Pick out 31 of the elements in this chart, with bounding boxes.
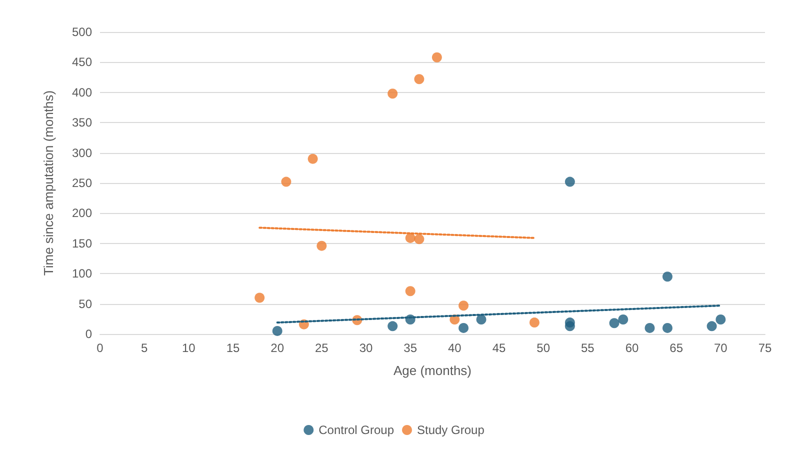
y-tick-label: 400 (72, 85, 92, 100)
y-tick-label: 200 (72, 206, 92, 220)
x-tick-label: 65 (670, 341, 684, 355)
x-tick-label: 60 (625, 341, 639, 355)
x-tick-label: 35 (404, 341, 418, 355)
x-tick-label: 45 (492, 341, 506, 355)
y-tick-label: 350 (72, 116, 92, 130)
x-axis-title: Age (months) (393, 363, 472, 378)
y-tick-label: 500 (72, 25, 92, 39)
y-tick-label: 150 (72, 236, 92, 250)
x-tick-label: 10 (182, 341, 196, 355)
legend-label: Study Group (417, 423, 485, 437)
y-tick-label: 450 (72, 55, 92, 70)
y-tick-label: 100 (72, 266, 92, 281)
y-tick-label: 0 (85, 327, 92, 341)
x-tick-label: 20 (270, 341, 284, 355)
x-tick-label: 75 (758, 341, 772, 355)
y-tick-label: 250 (72, 176, 92, 190)
y-axis-title: Time since amputation (months) (41, 90, 56, 276)
x-tick-label: 50 (536, 341, 550, 355)
y-tick-label: 50 (78, 296, 92, 311)
x-tick-label: 25 (314, 341, 329, 355)
x-tick-label: 40 (448, 341, 462, 355)
x-tick-label: 70 (714, 341, 728, 355)
x-tick-label: 5 (140, 341, 148, 355)
x-tick-label: 15 (226, 341, 240, 355)
x-tick-label: 30 (359, 341, 373, 355)
x-tick-label: 55 (580, 341, 595, 355)
x-tick-label: 0 (96, 341, 104, 355)
y-tick-label: 300 (72, 146, 92, 160)
legend-label: Control Group (318, 423, 394, 437)
